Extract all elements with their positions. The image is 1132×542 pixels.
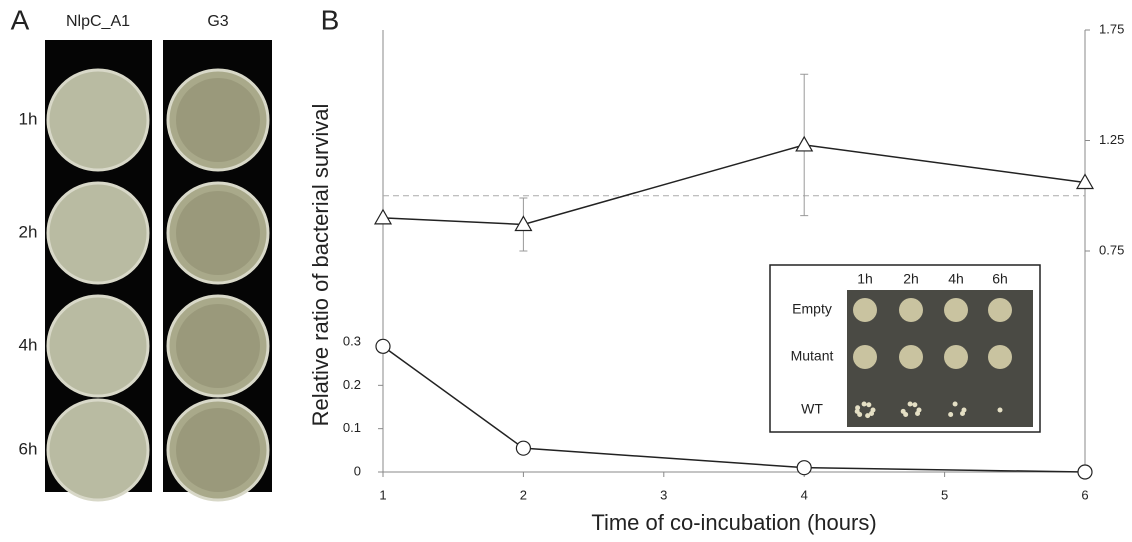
row-label: 6h: [19, 439, 38, 458]
inset-row-label: WT: [801, 401, 823, 417]
plate: [46, 68, 150, 172]
row-label: 4h: [19, 335, 38, 354]
row-label: 2h: [19, 222, 38, 241]
colony-spot: [899, 345, 923, 369]
x-tick-label: 3: [660, 487, 667, 502]
colony: [960, 410, 966, 416]
inset-column-label: 1h: [857, 271, 873, 287]
inset-column-label: 2h: [903, 271, 919, 287]
colony: [861, 401, 867, 407]
colony: [866, 402, 872, 408]
series-line: [382, 144, 1086, 226]
y-axis-label: Relative ratio of bacterial survival: [308, 104, 333, 427]
inset-row-label: Empty: [792, 301, 832, 317]
colony-spot: [899, 298, 923, 322]
plate: [46, 398, 150, 502]
point: [515, 440, 532, 456]
y2-tick-label: 1.25: [1099, 132, 1124, 147]
colony: [915, 410, 921, 416]
plate: [46, 294, 150, 398]
y-tick-label: 0.1: [343, 420, 361, 435]
colony: [865, 413, 871, 419]
point: [375, 338, 391, 354]
colony: [900, 408, 906, 414]
point: [514, 215, 533, 232]
colony-spot: [853, 345, 877, 369]
panel-label: B: [321, 4, 340, 35]
colony-spot: [944, 345, 968, 369]
lawn: [176, 191, 260, 275]
colony-spot: [988, 345, 1012, 369]
colony: [997, 407, 1003, 413]
x-tick-label: 6: [1081, 487, 1088, 502]
x-axis-label: Time of co-incubation (hours): [591, 510, 876, 535]
x-tick-label: 1: [379, 487, 386, 502]
point: [1077, 464, 1093, 480]
colony: [854, 408, 860, 414]
series-line: [382, 345, 1086, 473]
row-label: 1h: [19, 109, 38, 128]
point: [373, 208, 393, 225]
y-tick-label: 0.2: [343, 377, 361, 392]
x-tick-label: 5: [941, 487, 948, 502]
colony-spot: [853, 298, 877, 322]
colony: [869, 410, 875, 416]
inset-column-label: 4h: [948, 271, 964, 287]
x-tick-label: 4: [801, 487, 808, 502]
colony: [907, 401, 913, 407]
colony-spot: [988, 298, 1012, 322]
colony-spot: [944, 298, 968, 322]
lawn: [176, 408, 260, 492]
plate: [46, 181, 150, 285]
colony: [948, 411, 954, 417]
colony: [855, 405, 861, 411]
colony: [952, 401, 958, 407]
y2-tick-label: 1.75: [1099, 21, 1124, 36]
column-label: NlpC_A1: [66, 13, 130, 30]
lawn: [176, 304, 260, 388]
lawn: [176, 78, 260, 162]
x-tick-label: 2: [520, 487, 527, 502]
column-label: G3: [207, 13, 228, 30]
point: [796, 460, 812, 476]
inset-row-label: Mutant: [791, 348, 834, 364]
point: [795, 135, 814, 152]
y2-tick-label: 0.75: [1099, 242, 1124, 257]
inset-column-label: 6h: [992, 271, 1008, 287]
colony: [912, 402, 918, 408]
y-tick-label: 0: [354, 463, 361, 478]
panel-label: A: [11, 4, 30, 35]
point: [1075, 173, 1095, 190]
y-tick-label: 0.3: [343, 333, 361, 348]
